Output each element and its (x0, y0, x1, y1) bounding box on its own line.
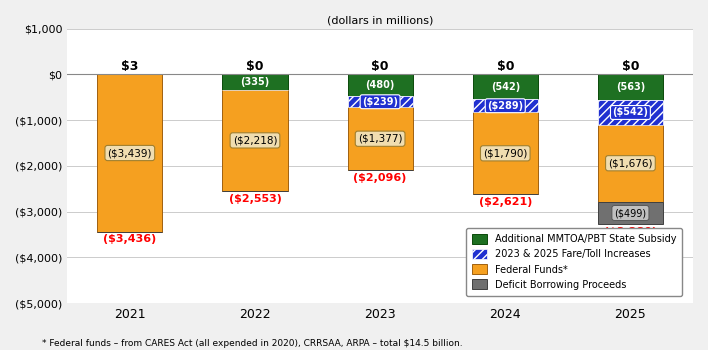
Text: $0: $0 (622, 60, 639, 73)
Bar (473, 99, 538, 112)
Text: ($2,218): ($2,218) (233, 135, 278, 145)
Bar (598, 74, 663, 100)
Bar (598, 100, 663, 125)
Bar (348, 107, 413, 170)
Bar (348, 96, 413, 107)
Title: (dollars in millions): (dollars in millions) (327, 15, 433, 25)
Bar (473, 74, 538, 99)
Text: $3: $3 (121, 60, 139, 73)
Text: (542): (542) (491, 82, 520, 92)
Bar (97, 74, 162, 232)
Legend: Additional MMTOA/PBT State Subsidy, 2023 & 2025 Fare/Toll Increases, Federal Fun: Additional MMTOA/PBT State Subsidy, 2023… (467, 228, 682, 295)
Text: ($3,439): ($3,439) (108, 148, 152, 158)
Text: ($499): ($499) (615, 208, 646, 218)
Text: ($2,096): ($2,096) (353, 173, 407, 183)
Bar (348, 96, 413, 107)
Bar (598, 125, 663, 202)
Text: (335): (335) (240, 77, 270, 87)
Bar (348, 74, 413, 96)
Text: ($3,280): ($3,280) (604, 227, 657, 237)
Bar (473, 99, 538, 112)
Bar (598, 202, 663, 224)
Text: ($239): ($239) (362, 97, 398, 107)
Text: ($1,676): ($1,676) (608, 158, 653, 168)
Bar (598, 100, 663, 125)
Text: ($2,553): ($2,553) (229, 194, 281, 204)
Text: ($1,377): ($1,377) (358, 134, 402, 144)
Text: ($2,621): ($2,621) (479, 197, 532, 207)
Text: $0: $0 (372, 60, 389, 73)
Text: (563): (563) (616, 82, 645, 92)
Text: ($1,790): ($1,790) (483, 148, 527, 158)
Text: ($3,436): ($3,436) (103, 234, 156, 244)
Text: $0: $0 (496, 60, 514, 73)
Text: $0: $0 (246, 60, 263, 73)
Bar (222, 74, 287, 90)
Bar (473, 112, 538, 194)
Text: ($289): ($289) (487, 101, 523, 111)
Text: * Federal funds – from CARES Act (all expended in 2020), CRRSAA, ARPA – total $1: * Federal funds – from CARES Act (all ex… (42, 339, 463, 348)
Text: (480): (480) (365, 80, 395, 90)
Text: ($542): ($542) (612, 107, 649, 118)
Bar (222, 90, 287, 191)
